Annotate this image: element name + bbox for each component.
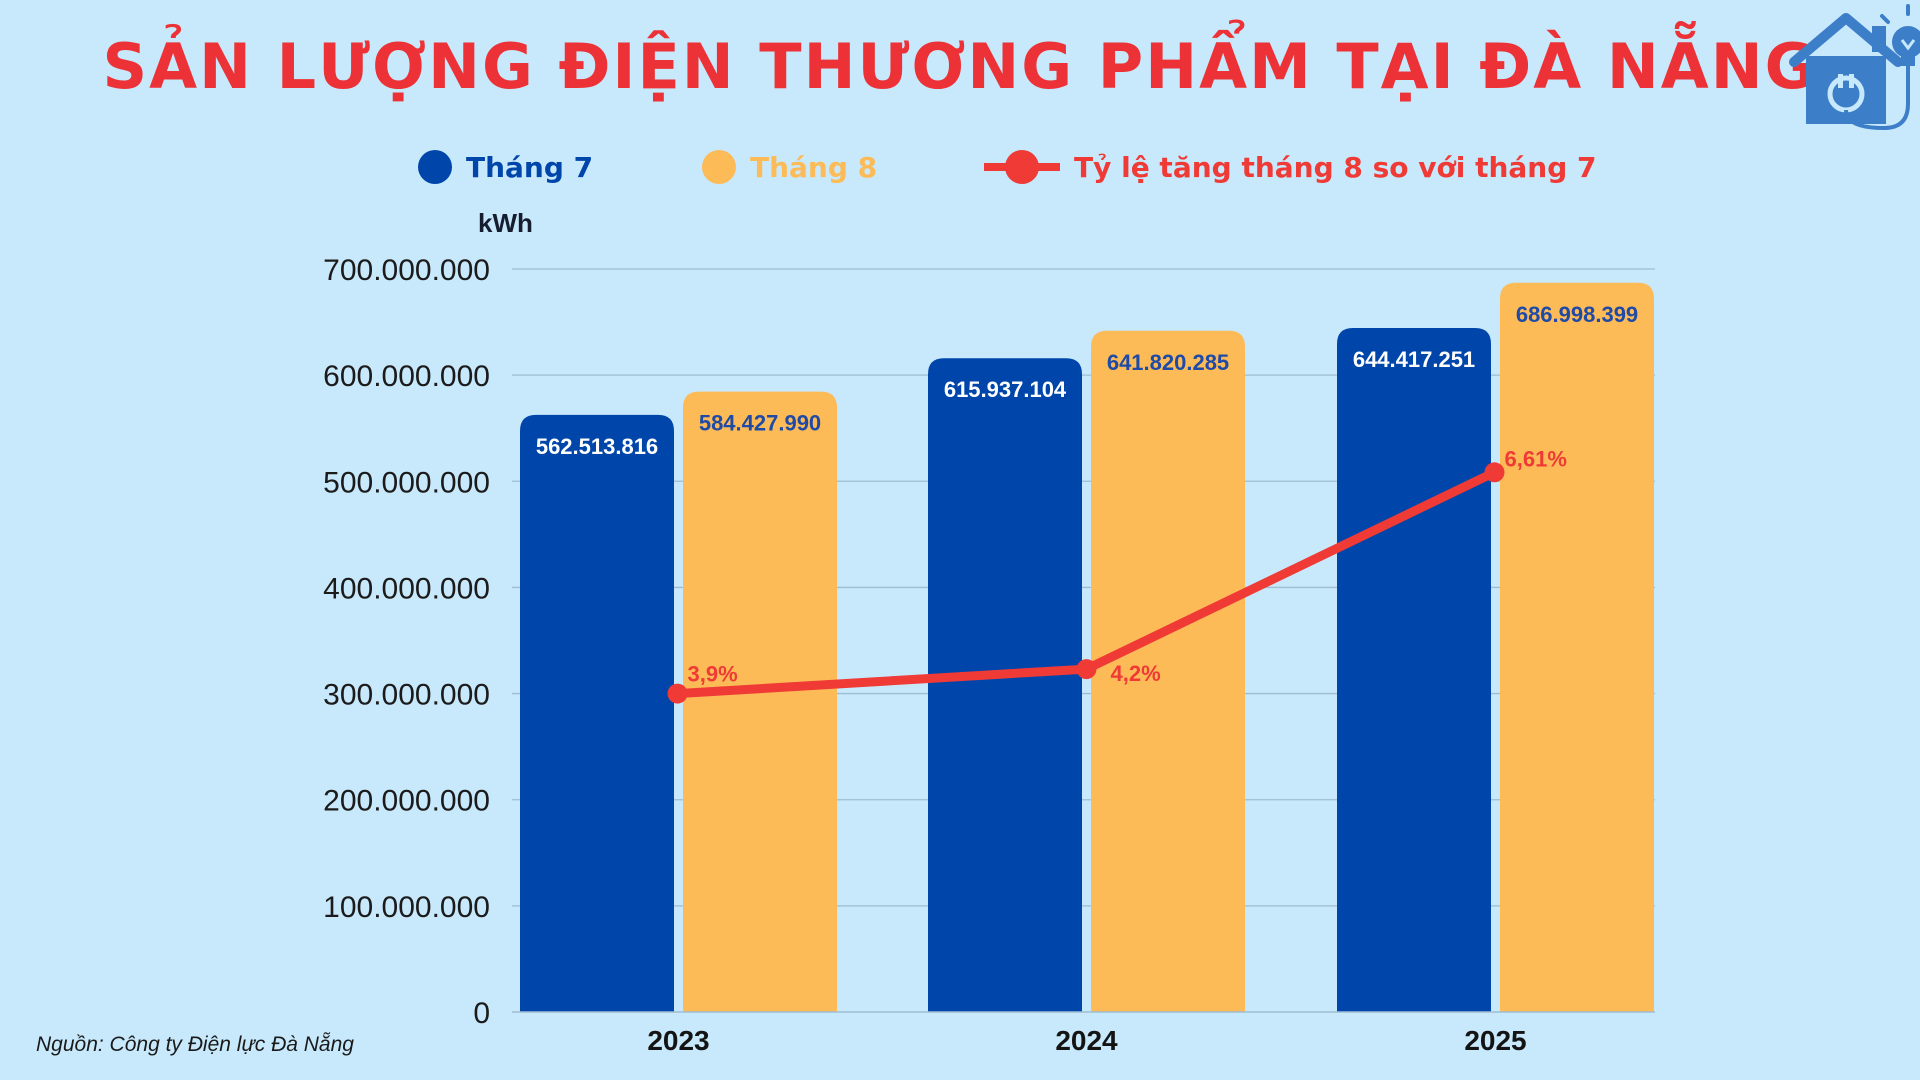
y-tick-label: 400.000.000 bbox=[323, 572, 490, 605]
y-tick-label: 700.000.000 bbox=[323, 254, 490, 287]
data-label-jul: 644.417.251 bbox=[1353, 347, 1475, 372]
legend-swatch-rate bbox=[984, 150, 1060, 184]
data-label-aug: 584.427.990 bbox=[699, 411, 821, 436]
legend-swatch-aug bbox=[702, 150, 736, 184]
rate-point bbox=[667, 683, 688, 704]
bar-jul bbox=[928, 358, 1082, 1012]
legend-item-jul: Tháng 7 bbox=[418, 145, 593, 189]
smart-home-plug-bulb-icon bbox=[1789, 4, 1920, 130]
x-tick-label: 2024 bbox=[1055, 1025, 1118, 1056]
rate-label: 3,9% bbox=[688, 662, 738, 687]
rate-label: 4,2% bbox=[1111, 661, 1161, 686]
data-label-jul: 615.937.104 bbox=[944, 377, 1067, 402]
x-tick-label: 2025 bbox=[1464, 1025, 1526, 1056]
chart-title: SẢN LƯỢNG ĐIỆN THƯƠNG PHẨM TẠI ĐÀ NẴNG bbox=[102, 30, 1818, 103]
bar-jul bbox=[520, 414, 674, 1012]
data-label-aug: 686.998.399 bbox=[1516, 302, 1638, 327]
legend-item-rate: Tỷ lệ tăng tháng 8 so với tháng 7 bbox=[984, 145, 1597, 189]
source-note: Nguồn: Công ty Điện lực Đà Nẵng bbox=[36, 1033, 354, 1056]
legend-label-aug: Tháng 8 bbox=[750, 150, 878, 184]
bar-jul bbox=[1337, 327, 1491, 1012]
rate-label: 6,61% bbox=[1505, 446, 1567, 471]
bar-aug bbox=[1500, 282, 1654, 1012]
legend-swatch-jul bbox=[418, 150, 452, 184]
y-tick-label: 100.000.000 bbox=[323, 891, 490, 924]
y-tick-label: 200.000.000 bbox=[323, 785, 490, 818]
bar-aug bbox=[1091, 330, 1245, 1012]
y-tick-label: 500.000.000 bbox=[323, 466, 490, 499]
legend-label-jul: Tháng 7 bbox=[466, 150, 594, 184]
legend-label-rate: Tỷ lệ tăng tháng 8 so với tháng 7 bbox=[1074, 150, 1597, 184]
data-label-aug: 641.820.285 bbox=[1107, 350, 1229, 375]
chart-legend: Tháng 7 Tháng 8 Tỷ lệ tăng tháng 8 so vớ… bbox=[0, 145, 1920, 189]
data-label-jul: 562.513.816 bbox=[536, 434, 658, 459]
y-tick-label: 0 bbox=[473, 997, 490, 1030]
y-axis-unit: kWh bbox=[478, 208, 533, 238]
legend-item-aug: Tháng 8 bbox=[702, 145, 877, 189]
rate-point bbox=[1484, 462, 1505, 483]
bar-aug bbox=[683, 391, 837, 1012]
rate-point bbox=[1076, 659, 1097, 680]
y-tick-label: 600.000.000 bbox=[323, 360, 490, 393]
x-tick-label: 2023 bbox=[647, 1025, 709, 1056]
y-tick-label: 300.000.000 bbox=[323, 679, 490, 712]
